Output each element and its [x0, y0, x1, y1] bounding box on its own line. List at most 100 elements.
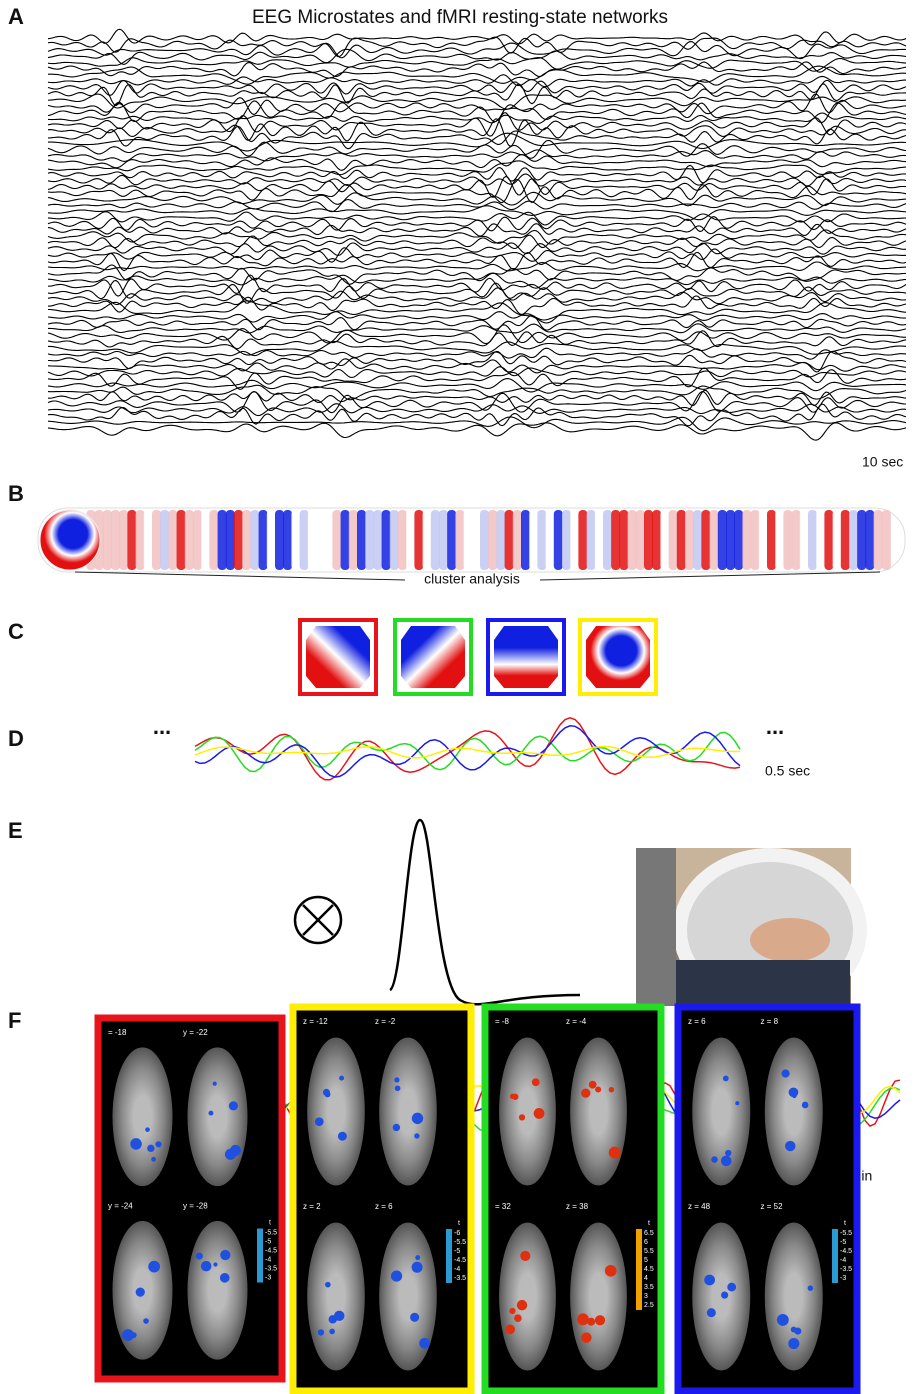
- colorbar-tick: -3: [265, 1274, 271, 1281]
- slice-label: z = 6: [375, 1202, 393, 1211]
- activation: [781, 1069, 790, 1078]
- activation: [314, 1117, 324, 1127]
- activation: [148, 1260, 161, 1273]
- topomap: [586, 626, 650, 688]
- colorbar-tick: 2.5: [644, 1302, 654, 1309]
- panel-letter: D: [8, 726, 24, 751]
- eeg-trace: [47, 234, 907, 250]
- eeg-trace: [47, 164, 907, 184]
- map-stripe: [644, 510, 653, 570]
- eeg-trace: [47, 216, 907, 233]
- eeg-trace: [47, 422, 907, 441]
- map-stripe: [316, 510, 325, 570]
- connector: [74, 571, 406, 581]
- eeg-trace: [47, 57, 907, 72]
- eeg-trace: [47, 367, 907, 390]
- map-stripe: [439, 510, 448, 570]
- eeg-trace: [47, 112, 907, 137]
- map-stripe: [840, 510, 850, 570]
- eeg-trace: [47, 384, 907, 401]
- figure-title: EEG Microstates and fMRI resting-state n…: [252, 7, 668, 28]
- activation: [394, 1077, 400, 1083]
- map-stripe: [816, 510, 826, 570]
- eeg-trace: [47, 83, 906, 107]
- scale-label: 10 sec: [862, 454, 903, 470]
- map-stripe: [102, 510, 112, 570]
- first-map: [39, 509, 101, 571]
- activation: [721, 1291, 729, 1299]
- activation: [147, 1144, 155, 1153]
- activation: [122, 1329, 135, 1342]
- map-stripe: [857, 510, 867, 570]
- map-stripe: [824, 510, 834, 570]
- activation: [587, 1317, 596, 1326]
- activation: [411, 1261, 423, 1273]
- brain-slice: [499, 1222, 556, 1371]
- connector: [539, 571, 881, 581]
- map-stripe: [808, 510, 817, 570]
- topomap: [401, 626, 465, 688]
- eeg-traces: [47, 28, 907, 441]
- activation: [720, 1155, 732, 1167]
- colorbar-tick: -6: [454, 1230, 460, 1237]
- eeg-trace: [48, 389, 907, 407]
- slice-label: z = 52: [761, 1202, 784, 1211]
- map-stripe: [111, 510, 120, 570]
- activation: [213, 1262, 218, 1267]
- colorbar-label: t: [269, 1219, 271, 1226]
- map-stripe: [750, 510, 760, 570]
- eeg-trace: [47, 390, 907, 414]
- activation: [594, 1315, 606, 1326]
- activation: [394, 1085, 401, 1092]
- activation: [212, 1081, 217, 1086]
- eeg-trace: [47, 28, 907, 46]
- map-stripe: [635, 510, 645, 570]
- brain-slice: [112, 1047, 173, 1187]
- map-stripe: [283, 510, 293, 570]
- map-stripe: [545, 510, 555, 570]
- activation: [135, 1287, 145, 1297]
- annotation: cluster analysis: [424, 571, 520, 587]
- activation: [208, 1110, 214, 1116]
- activation: [581, 1332, 592, 1343]
- activation: [581, 1088, 591, 1098]
- map-stripe: [414, 510, 424, 570]
- topomap: [306, 626, 370, 688]
- slice-label: = -18: [108, 1028, 127, 1037]
- eeg-trace: [47, 36, 907, 58]
- eeg-trace: [47, 242, 907, 256]
- map-stripe: [726, 510, 735, 570]
- eeg-trace: [47, 139, 907, 159]
- activation: [145, 1127, 150, 1132]
- eeg-trace: [47, 205, 907, 221]
- map-stripe: [127, 510, 137, 570]
- slice-label: y = -24: [108, 1202, 133, 1211]
- topomap: [494, 626, 558, 688]
- slice-label: z = 8: [761, 1017, 779, 1026]
- activation: [324, 1091, 331, 1098]
- activation: [533, 1108, 545, 1119]
- colorbar: [832, 1229, 838, 1283]
- activation: [130, 1138, 142, 1150]
- activation: [704, 1274, 715, 1286]
- colorbar-tick: -3.5: [840, 1266, 852, 1273]
- map-stripe: [701, 510, 711, 570]
- activation: [788, 1337, 800, 1350]
- map-stripe: [463, 510, 473, 570]
- map-stripe: [234, 510, 243, 570]
- eeg-trace: [48, 295, 907, 315]
- colorbar-tick: 4: [644, 1275, 648, 1282]
- brain-slice: [692, 1222, 751, 1371]
- brain-slice: [764, 1222, 823, 1371]
- eeg-trace: [47, 211, 907, 226]
- map-stripe: [603, 510, 612, 570]
- map-stripe: [562, 510, 571, 570]
- map-stripe: [447, 510, 457, 570]
- map-stripe: [455, 510, 465, 570]
- activation: [130, 1332, 137, 1339]
- map-stripe: [865, 510, 875, 570]
- eeg-trace: [47, 272, 907, 289]
- map-stripe: [660, 510, 670, 570]
- activation: [219, 1273, 230, 1283]
- map-stripe: [685, 510, 694, 570]
